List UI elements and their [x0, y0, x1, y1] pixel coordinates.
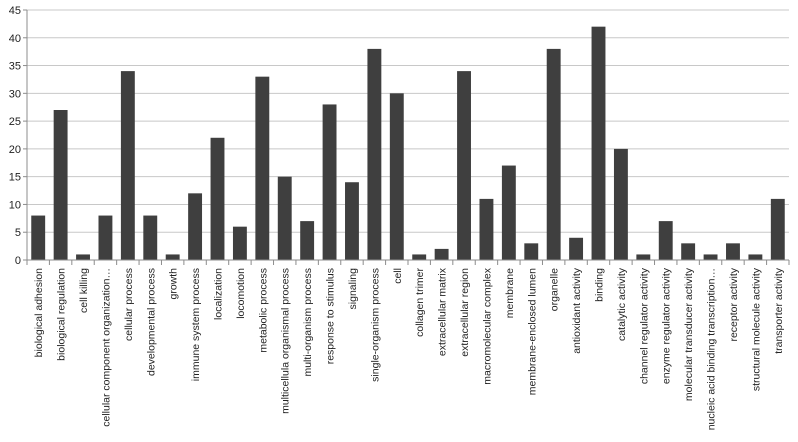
x-category-label: immune system process — [190, 268, 202, 381]
axes — [23, 9, 790, 265]
bar — [457, 71, 471, 260]
x-category-label: developmental process — [145, 268, 157, 376]
x-category-label: membrane-enclosed lumen — [526, 268, 538, 395]
bar — [120, 71, 135, 260]
x-category-label: macromolecular complex — [481, 267, 493, 384]
y-tick-label: 0 — [15, 255, 21, 267]
bar — [367, 48, 382, 261]
y-tick-label: 20 — [9, 144, 21, 156]
y-tick-label: 45 — [9, 5, 21, 17]
x-category-label: single-organism process — [369, 268, 381, 382]
bar — [501, 165, 516, 260]
x-category-label: channel regulator activity — [638, 267, 650, 384]
bar — [748, 254, 763, 260]
bar — [300, 221, 315, 260]
y-tick-label: 35 — [9, 61, 21, 73]
bar — [188, 193, 203, 260]
bar — [726, 243, 740, 260]
bar — [479, 198, 494, 260]
x-category-label: extracellular region — [459, 268, 471, 357]
x-category-label: biological adhesion — [33, 268, 45, 357]
gridlines — [27, 9, 789, 233]
x-category-label: transporter activity — [773, 267, 785, 354]
x-category-label: localization — [213, 268, 225, 320]
y-tick-label: 30 — [9, 88, 21, 100]
x-category-label: multi-organism process — [302, 268, 314, 377]
bar — [165, 254, 180, 260]
x-category-label: signaling — [347, 268, 359, 310]
bar — [345, 182, 359, 260]
x-category-label: catalytic activity — [616, 267, 628, 341]
x-category-label: growth — [168, 268, 180, 300]
x-category-label: collagen trimer — [414, 268, 426, 337]
x-category-label: cellular process — [123, 268, 135, 341]
bar — [210, 137, 225, 260]
x-category-label: metabolic process — [257, 268, 269, 353]
bar — [232, 226, 247, 260]
bar — [681, 243, 696, 260]
bar — [255, 76, 270, 261]
bar — [389, 93, 404, 260]
bar — [524, 243, 539, 260]
bar — [143, 215, 158, 260]
y-tick-label: 15 — [9, 172, 21, 184]
bar — [322, 104, 337, 260]
x-category-label: extracellular matrix — [437, 267, 449, 356]
bar — [277, 176, 292, 260]
y-tick-label: 10 — [9, 199, 21, 211]
x-category-label: receptor activity — [728, 267, 740, 341]
x-category-label: cell — [392, 268, 404, 284]
x-category-label: multicellula organismal process — [280, 268, 292, 414]
bar — [412, 254, 427, 260]
x-category-label: molecular transducer activity — [683, 267, 695, 401]
x-category-label: antioxidant activity — [571, 267, 583, 354]
y-tick-label: 5 — [15, 227, 21, 239]
x-category-label: response to stimulus — [325, 268, 337, 364]
bar — [546, 48, 561, 261]
x-category-label: organelle — [549, 268, 561, 311]
bar — [434, 248, 449, 260]
bar — [76, 254, 90, 260]
bar — [31, 215, 46, 260]
x-category-label: nucleic acid binding transcription… — [706, 268, 718, 430]
bar — [569, 237, 584, 260]
x-category-label: cell killing — [78, 268, 90, 313]
bar — [613, 148, 628, 260]
y-tick-label: 40 — [9, 33, 21, 45]
x-category-label: enzyme regulator activity — [661, 267, 673, 384]
x-category-label: binding — [594, 268, 606, 302]
bar — [636, 254, 651, 260]
y-tick-label: 25 — [9, 116, 21, 128]
bar — [98, 215, 113, 260]
x-category-label: cellular component organization… — [100, 268, 112, 427]
bar — [591, 26, 606, 260]
x-category-label: membrane — [504, 268, 516, 318]
bar — [770, 198, 785, 260]
bars — [31, 26, 785, 261]
bar — [658, 221, 673, 260]
x-category-label: locomotion — [235, 268, 247, 319]
labels: 0 5 10 15 20 25 30 35 40 45 biological adhesion bio… — [9, 5, 785, 430]
bar — [703, 254, 718, 260]
x-category-label: biological regulation — [56, 268, 68, 361]
x-category-label: structural molecule activity — [750, 267, 762, 391]
bar — [53, 110, 68, 260]
